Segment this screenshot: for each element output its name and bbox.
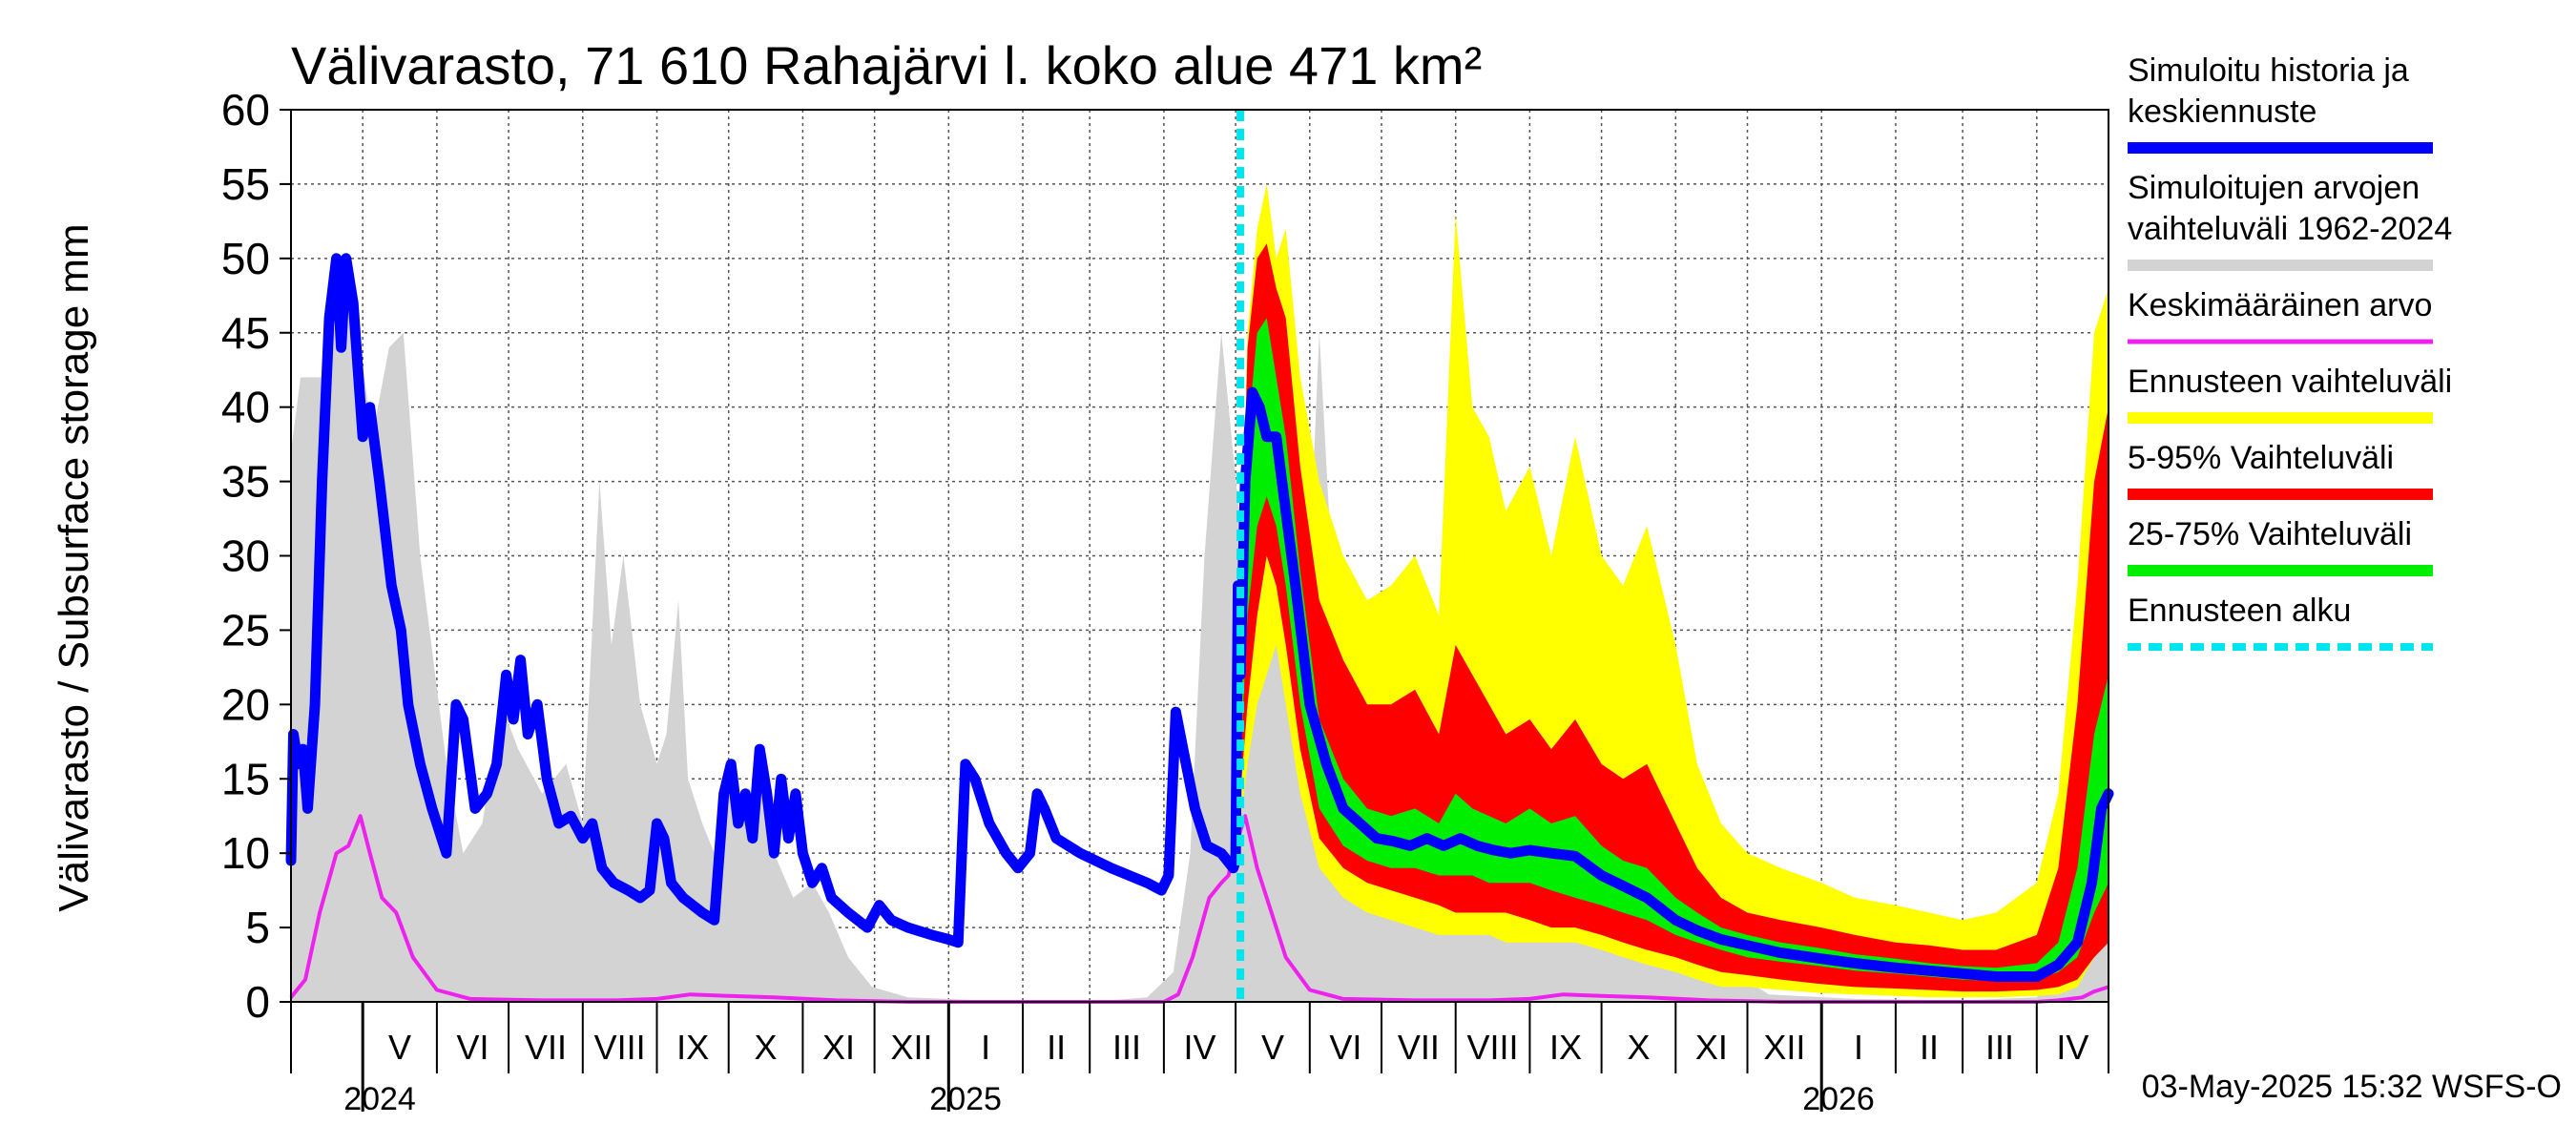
y-tick-label: 40	[221, 383, 270, 432]
y-tick-label: 0	[245, 977, 270, 1027]
x-month-label: XI	[1695, 1028, 1728, 1067]
x-month-label: IV	[2056, 1028, 2088, 1067]
x-month-label: VIII	[594, 1028, 646, 1067]
forecast-25-75-area	[1240, 318, 2109, 982]
data-areas	[291, 183, 2109, 1002]
mean-line	[289, 814, 2109, 1004]
x-month-label: VIII	[1467, 1028, 1519, 1067]
y-tick-label: 10	[221, 828, 270, 878]
y-tick-label: 20	[221, 679, 270, 729]
x-month-label: I	[981, 1028, 990, 1067]
y-tick-label: 60	[221, 85, 270, 135]
legend-label: Simuloitujen arvojen	[2128, 170, 2420, 206]
legend-label: 5-95% Vaihteluväli	[2128, 440, 2394, 476]
x-month-label: XI	[822, 1028, 855, 1067]
legend-label: 25-75% Vaihteluväli	[2128, 516, 2412, 552]
x-month-label: VI	[456, 1028, 488, 1067]
history-range-area	[291, 258, 2109, 1002]
y-tick-label: 15	[221, 754, 270, 803]
x-month-label: VI	[1329, 1028, 1361, 1067]
simulated-median-line	[285, 253, 2114, 982]
x-month-label: XII	[890, 1028, 932, 1067]
legend-label: keskiennuste	[2128, 94, 2316, 130]
y-tick-label: 55	[221, 159, 270, 209]
legend-label: Ennusteen alku	[2128, 593, 2351, 629]
x-month-label: III	[1112, 1028, 1141, 1067]
x-month-label: III	[1985, 1028, 2014, 1067]
legend-label: vaihteluväli 1962-2024	[2128, 211, 2452, 247]
x-month-label: VII	[525, 1028, 567, 1067]
y-axis-label: Välivarasto / Subsurface storage mm	[51, 223, 97, 911]
chart-title: Välivarasto, 71 610 Rahajärvi l. koko al…	[291, 35, 1482, 95]
legend-label: Ennusteen vaihteluväli	[2128, 364, 2452, 400]
y-tick-label: 35	[221, 457, 270, 507]
x-year-label: 2026	[1802, 1081, 1875, 1117]
x-month-label: IX	[676, 1028, 709, 1067]
x-month-label: VII	[1398, 1028, 1440, 1067]
x-month-label: X	[1627, 1028, 1650, 1067]
y-tick-label: 30	[221, 531, 270, 581]
x-month-label: I	[1854, 1028, 1863, 1067]
y-tick-label: 5	[245, 903, 270, 952]
x-month-label: XII	[1763, 1028, 1805, 1067]
y-tick-label: 25	[221, 605, 270, 655]
legend-label: Simuloitu historia ja	[2128, 52, 2409, 89]
x-year-label: 2025	[929, 1081, 1002, 1117]
x-month-label: V	[388, 1028, 411, 1067]
y-tick-label: 45	[221, 308, 270, 358]
x-month-label: II	[1047, 1028, 1066, 1067]
data-lines	[285, 110, 2114, 1004]
x-year-label: 2024	[343, 1081, 416, 1117]
x-month-label: V	[1261, 1028, 1284, 1067]
x-month-label: II	[1920, 1028, 1939, 1067]
x-month-label: IV	[1183, 1028, 1215, 1067]
legend-label: Keskimääräinen arvo	[2128, 287, 2432, 323]
x-month-label: X	[755, 1028, 778, 1067]
x-month-label: IX	[1549, 1028, 1582, 1067]
footer-timestamp: 03-May-2025 15:32 WSFS-O	[2142, 1069, 2562, 1105]
y-tick-label: 50	[221, 234, 270, 283]
legend: Simuloitu historia ja keskiennuste Simuloi…	[2128, 52, 2452, 651]
